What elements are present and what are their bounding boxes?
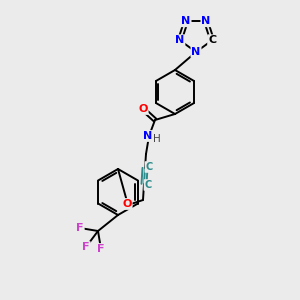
Text: N: N	[191, 47, 201, 57]
Text: O: O	[138, 104, 148, 114]
Text: N: N	[143, 131, 153, 141]
Text: C: C	[208, 35, 216, 45]
Text: C: C	[146, 162, 153, 172]
Text: F: F	[82, 242, 90, 252]
Text: F: F	[76, 223, 84, 233]
Text: O: O	[122, 199, 132, 209]
Text: C: C	[144, 180, 152, 190]
Text: N: N	[175, 35, 184, 45]
Text: H: H	[153, 134, 161, 144]
Text: N: N	[201, 16, 211, 26]
Text: F: F	[97, 244, 105, 254]
Text: N: N	[182, 16, 190, 26]
